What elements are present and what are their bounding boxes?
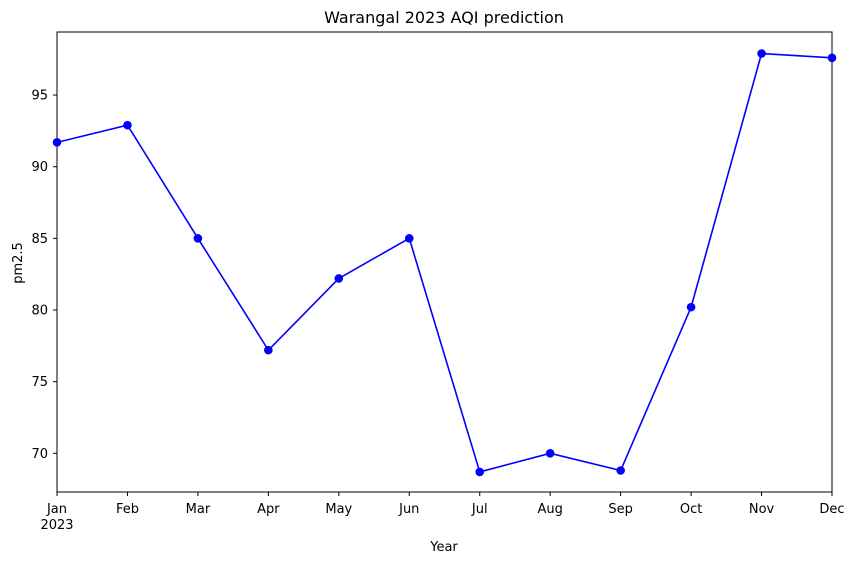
x-tick-label: Mar: [186, 502, 211, 517]
y-tick-label: 90: [31, 160, 48, 175]
data-point: [545, 449, 555, 458]
y-tick-label: 95: [31, 89, 48, 104]
x-tick-label: Aug: [537, 502, 562, 517]
series-line: [56, 52, 833, 473]
x-tick-label: Dec: [819, 502, 844, 517]
x-axis-year-label: 2023: [40, 518, 73, 533]
y-tick-label: 85: [31, 232, 48, 247]
data-point: [334, 274, 344, 283]
data-point: [475, 467, 485, 477]
x-tick-label: Jul: [471, 502, 488, 517]
y-tick-label: 80: [31, 304, 48, 319]
data-point: [123, 120, 132, 130]
x-tick-label: Oct: [680, 502, 702, 517]
x-tick-label: Feb: [116, 502, 139, 517]
data-point: [616, 466, 625, 475]
data-point: [827, 53, 837, 63]
plot-frame: [56, 31, 833, 493]
data-point: [686, 302, 696, 312]
x-tick-label: Jan: [46, 502, 67, 517]
x-axis-label: Year: [429, 540, 458, 555]
data-point: [757, 49, 766, 58]
y-tick-label: 75: [31, 375, 48, 390]
data-point: [264, 345, 273, 355]
x-tick-label: Jun: [398, 502, 419, 517]
data-point: [52, 138, 62, 147]
x-tick-label: Apr: [257, 502, 280, 517]
y-axis-label: pm2.5: [11, 242, 26, 284]
data-point: [404, 234, 414, 243]
x-tick-label: Nov: [749, 502, 775, 517]
data-point: [193, 234, 203, 243]
chart-title: Warangal 2023 AQI prediction: [324, 8, 564, 27]
plot-area: 70 75 80 85 90 95 Jan Feb Mar Apr May Jun Jul Aug Sep O…: [31, 31, 845, 517]
y-tick-label: 70: [31, 447, 48, 462]
x-tick-label: May: [325, 502, 352, 517]
x-tick-label: Sep: [608, 502, 633, 517]
